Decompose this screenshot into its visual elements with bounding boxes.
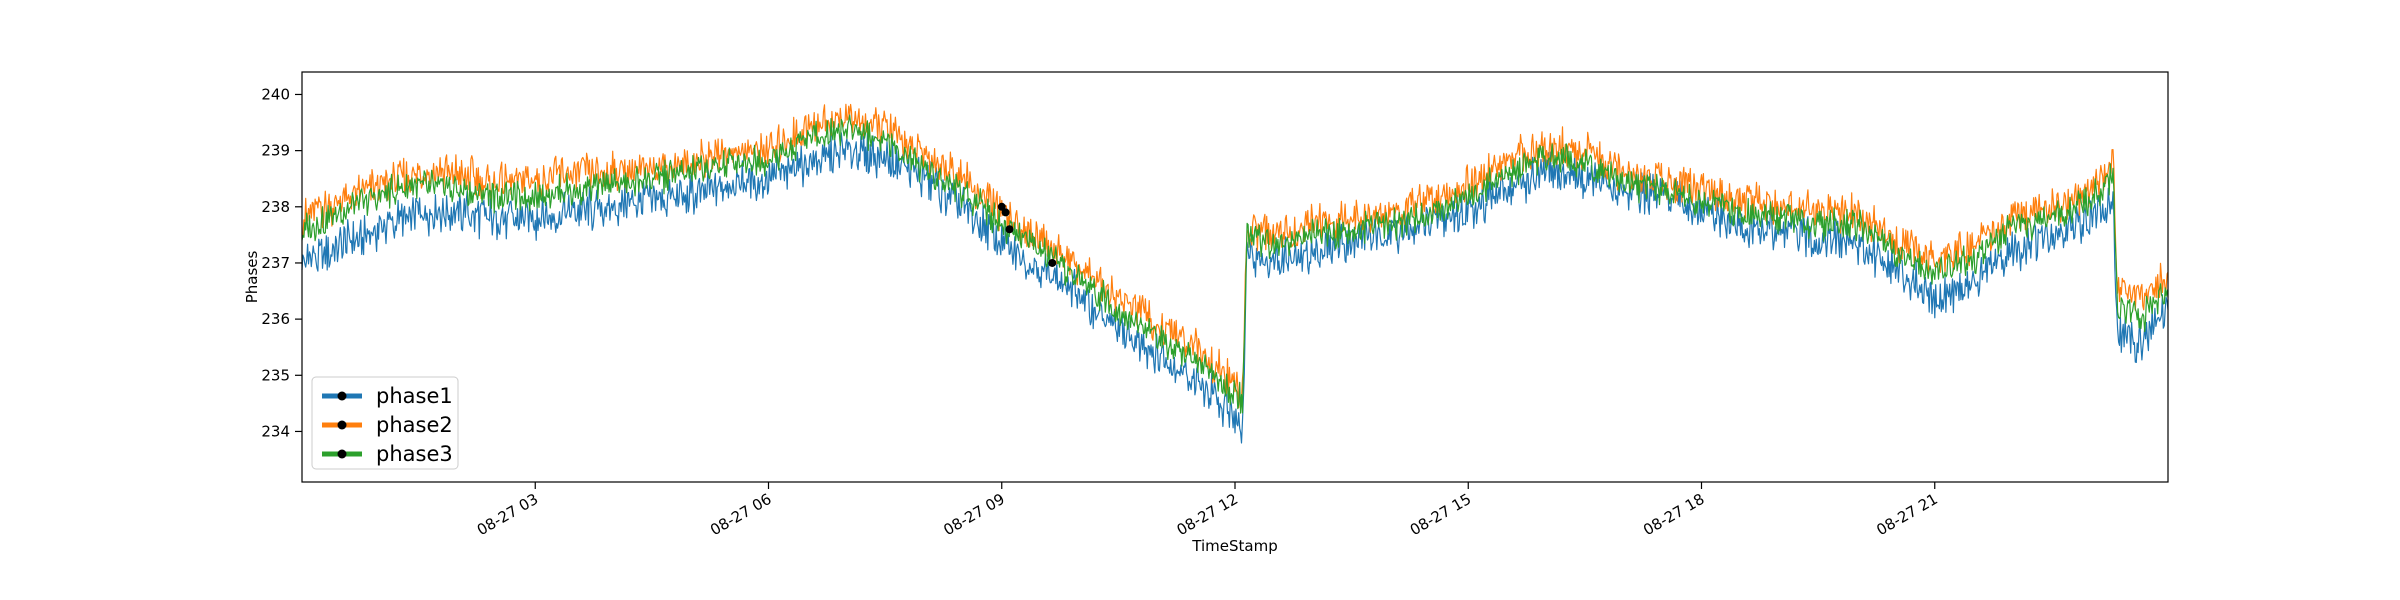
legend-label-phase1: phase1 (376, 384, 453, 408)
y-tick-label: 234 (261, 422, 290, 440)
y-tick-label: 236 (261, 310, 290, 328)
legend: phase1 phase2 phase3 (311, 376, 459, 470)
y-axis-label: Phases (243, 251, 261, 304)
y-tick-label: 238 (261, 198, 290, 216)
x-tick-label: 08-27 12 (1174, 490, 1241, 539)
data-marker (1001, 208, 1010, 217)
x-tick-label: 08-27 21 (1873, 490, 1940, 539)
data-marker (1048, 258, 1057, 267)
y-tick-label: 240 (261, 85, 290, 103)
x-axis-label: TimeStamp (1191, 537, 1277, 555)
legend-label-phase2: phase2 (376, 413, 453, 437)
data-marker (1005, 225, 1014, 234)
series-line-phase3 (301, 114, 2169, 414)
x-tick-label: 08-27 03 (474, 490, 541, 539)
x-tick-label: 08-27 18 (1640, 490, 1707, 539)
x-axis: 08-27 03 08-27 06 08-27 09 08-27 12 08-27 15… (474, 482, 1941, 539)
series-layer (301, 103, 2169, 444)
y-tick-label: 237 (261, 254, 290, 272)
series-line-phase1 (301, 132, 2169, 444)
plot-area (302, 72, 2168, 482)
series-line-phase2 (301, 103, 2169, 409)
legend-marker-phase1 (337, 391, 347, 401)
legend-label-phase3: phase3 (376, 442, 453, 466)
marker-layer (997, 202, 1057, 267)
y-axis: 234 235 236 237 238 239 240 (261, 85, 302, 440)
x-tick-label: 08-27 06 (707, 490, 774, 539)
legend-marker-phase2 (337, 420, 347, 430)
x-tick-label: 08-27 15 (1407, 490, 1474, 539)
y-tick-label: 235 (261, 366, 290, 384)
y-tick-label: 239 (261, 142, 290, 160)
legend-box (311, 376, 459, 470)
x-tick-label: 08-27 09 (940, 490, 1007, 539)
data-marker (997, 202, 1006, 211)
legend-marker-phase3 (337, 449, 347, 459)
